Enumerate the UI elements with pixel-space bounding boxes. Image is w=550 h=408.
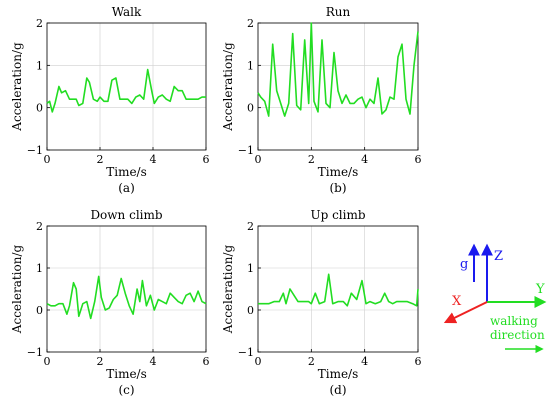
chart-title: Walk — [112, 5, 142, 19]
y-tick-label: 0 — [247, 304, 254, 317]
x-tick-label: 6 — [203, 153, 210, 166]
y-tick-label: 1 — [247, 59, 254, 72]
x-axis-label: X — [452, 294, 462, 309]
y-tick-label: 2 — [36, 220, 43, 233]
y-tick-label: 2 — [36, 17, 43, 30]
x-tick-label: 4 — [150, 153, 157, 166]
panel-caption: (d) — [329, 383, 346, 397]
series-line — [258, 273, 419, 307]
x-axis-arrow — [443, 301, 488, 324]
x-tick-label: 0 — [44, 153, 51, 166]
x-tick-label: 2 — [97, 153, 104, 166]
y-tick-label: 1 — [247, 262, 254, 275]
y-tick-label: 0 — [36, 304, 43, 317]
x-tick-label: 4 — [361, 153, 368, 166]
plot-frame — [257, 22, 419, 151]
panel-caption: (b) — [329, 181, 346, 195]
y-tick-label: 1 — [36, 262, 43, 275]
y-tick-label: −1 — [27, 346, 43, 359]
y-axis-label: Acceleration/g — [221, 42, 235, 132]
x-tick-label: 2 — [308, 355, 315, 368]
x-tick-label: 4 — [361, 355, 368, 368]
y-tick-label: 0 — [36, 102, 43, 115]
gravity-label: g — [460, 257, 468, 272]
x-tick-label: 4 — [150, 355, 157, 368]
y-tick-label: 0 — [247, 102, 254, 115]
series-line — [257, 22, 419, 117]
x-tick-label: 2 — [308, 153, 315, 166]
chart-title: Run — [326, 5, 351, 19]
plot-frame — [46, 22, 207, 151]
series-line — [46, 275, 207, 320]
panel-caption: (c) — [118, 383, 134, 397]
y-axis-label: Y — [535, 282, 545, 297]
y-tick-label: −1 — [27, 144, 43, 157]
x-tick-label: 6 — [415, 355, 422, 368]
x-tick-label: 0 — [255, 153, 262, 166]
y-tick-label: −1 — [238, 346, 254, 359]
x-tick-label: 0 — [255, 355, 262, 368]
direction-label: direction — [490, 328, 545, 342]
z-axis-label: Z — [494, 249, 503, 264]
plot-frame — [46, 225, 207, 353]
series-line — [46, 68, 206, 113]
y-axis-label: Acceleration/g — [10, 42, 24, 132]
x-axis-label: Time/s — [318, 165, 359, 179]
x-axis-label: Time/s — [318, 367, 359, 381]
y-tick-label: −1 — [238, 144, 254, 157]
y-tick-label: 2 — [247, 17, 254, 30]
y-tick-label: 1 — [36, 59, 43, 72]
x-axis-label: Time/s — [106, 165, 147, 179]
plot-frame — [257, 225, 419, 353]
chart-title: Down climb — [90, 208, 162, 222]
x-tick-label: 2 — [97, 355, 104, 368]
x-tick-label: 6 — [203, 355, 210, 368]
x-tick-label: 6 — [415, 153, 422, 166]
y-axis-label: Acceleration/g — [10, 245, 24, 335]
x-tick-label: 0 — [44, 355, 51, 368]
y-axis-label: Acceleration/g — [221, 245, 235, 335]
x-axis-label: Time/s — [106, 367, 147, 381]
y-tick-label: 2 — [247, 220, 254, 233]
panel-caption: (a) — [118, 181, 135, 195]
walking-label: walking — [490, 314, 538, 328]
chart-title: Up climb — [310, 208, 365, 222]
